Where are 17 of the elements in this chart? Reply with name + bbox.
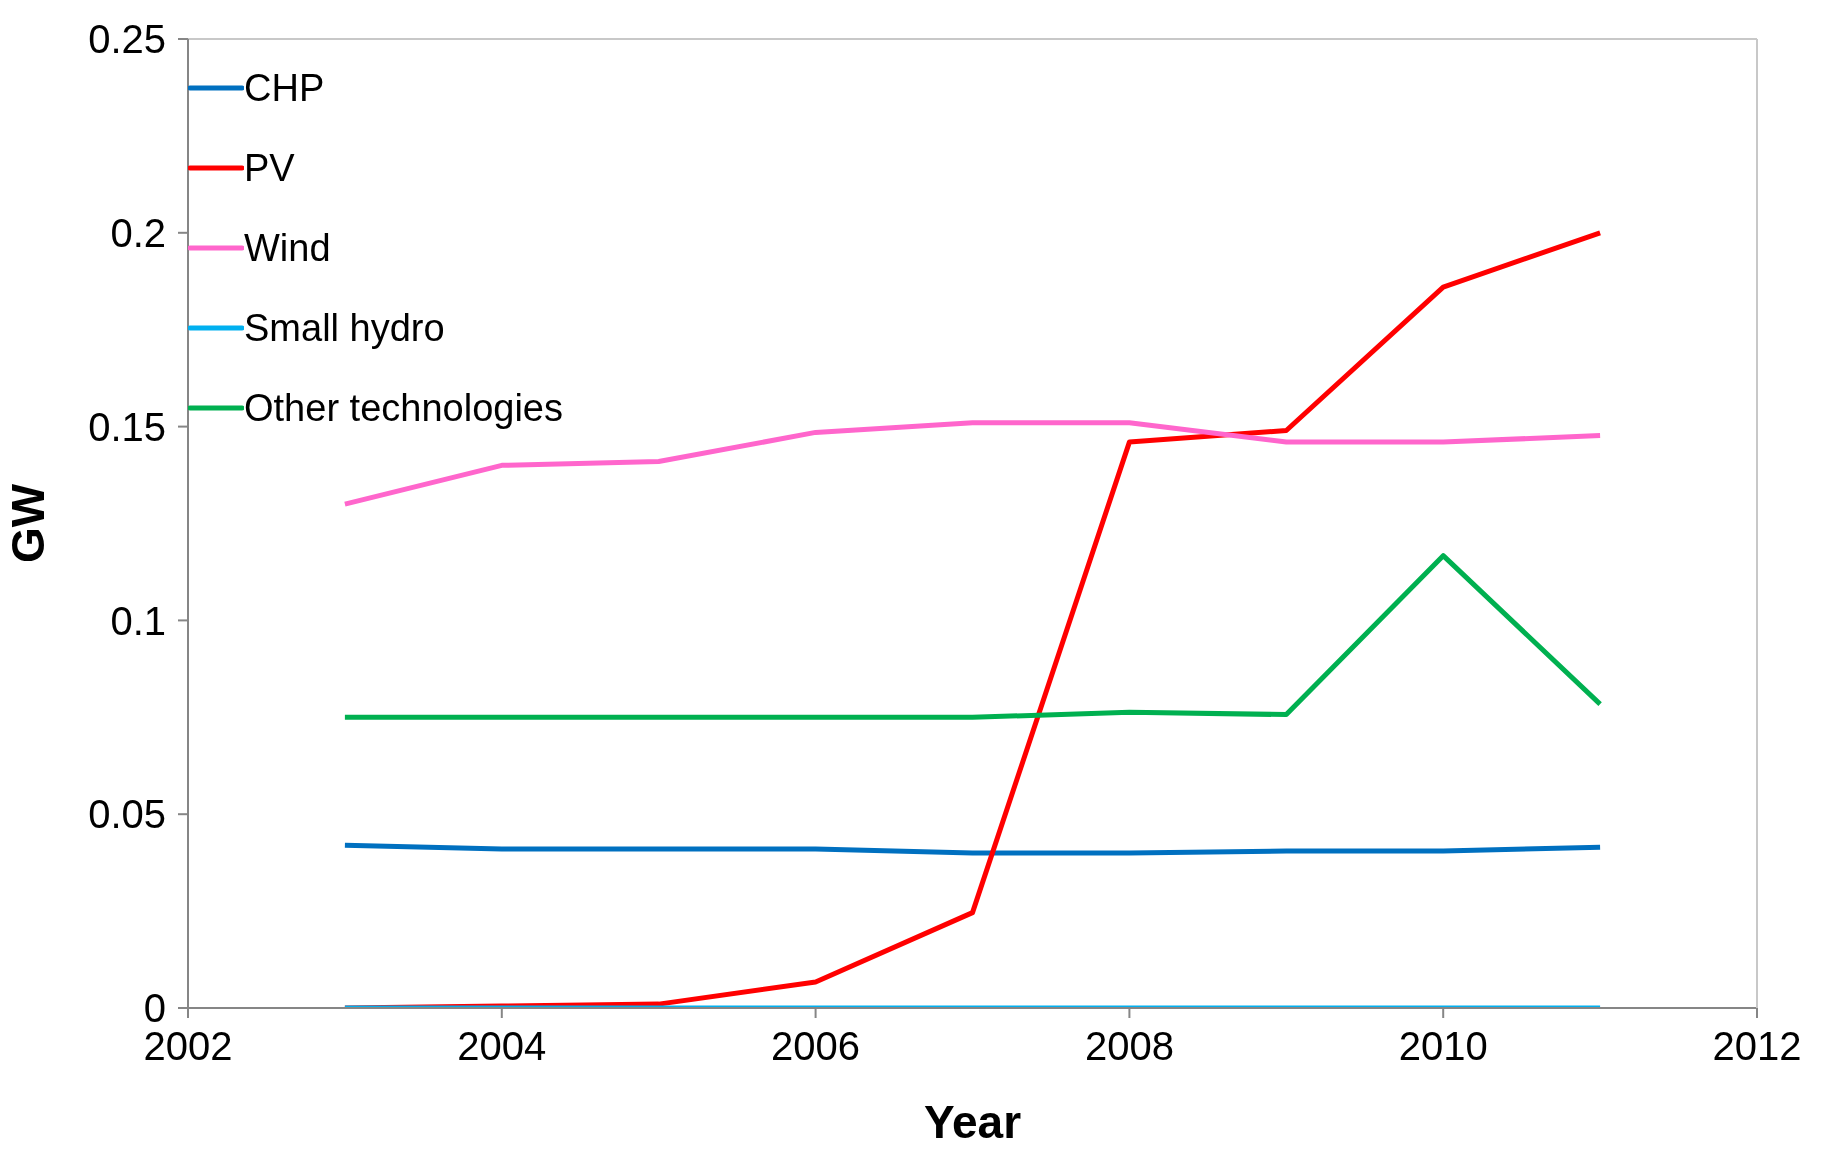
legend-label: Other technologies: [244, 386, 563, 430]
legend-label: CHP: [244, 66, 325, 110]
legend-label: PV: [244, 146, 295, 190]
y-tick-label: 0.1: [110, 598, 166, 643]
y-tick-label: 0.05: [88, 792, 166, 837]
y-axis-title: GW: [2, 483, 55, 564]
x-axis-title: Year: [923, 1096, 1022, 1148]
legend-label: Wind: [244, 226, 331, 270]
legend-label: Small hydro: [244, 306, 445, 350]
x-tick-label: 2012: [1712, 1024, 1802, 1069]
y-tick-label: 0.15: [88, 404, 166, 449]
x-tick-label: 2006: [771, 1024, 861, 1069]
y-tick-label: 0.2: [110, 211, 166, 255]
y-tick-label: 0.25: [88, 17, 166, 62]
x-tick-label: 2010: [1398, 1024, 1488, 1069]
x-tick-label: 2008: [1084, 1024, 1174, 1069]
x-tick-label: 2004: [457, 1024, 547, 1069]
